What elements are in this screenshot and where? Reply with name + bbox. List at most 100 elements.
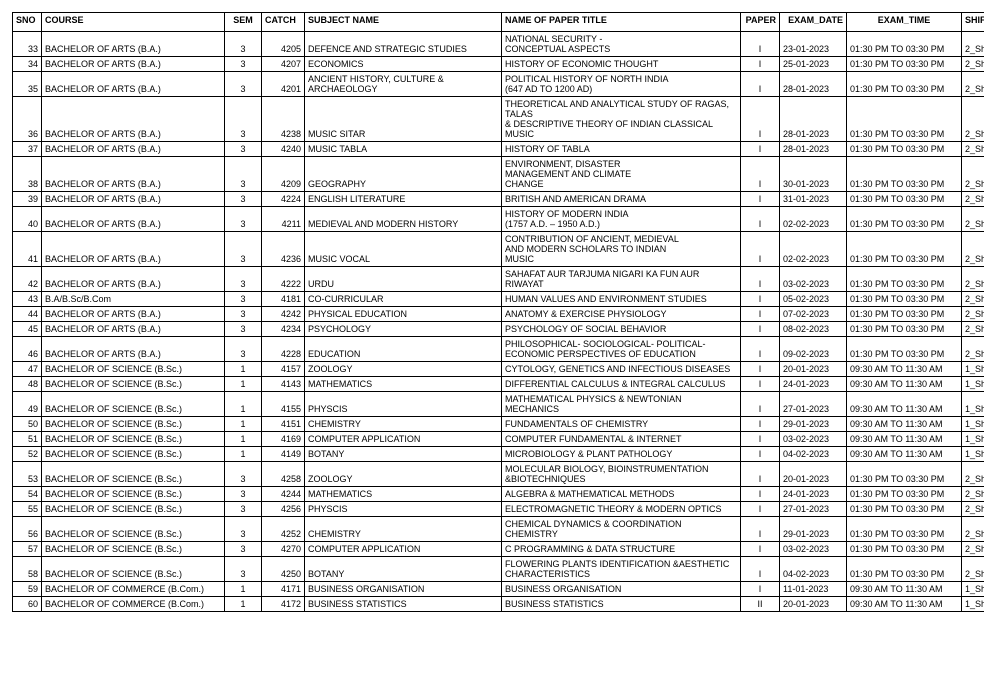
cell-exam-time: 01:30 PM TO 03:30 PM: [847, 462, 962, 487]
table-header: SNO COURSE SEM CATCH SUBJECT NAME NAME O…: [13, 13, 984, 32]
cell-shift: 1_Shift: [962, 392, 984, 417]
cell-sem: 3: [225, 307, 262, 322]
table-row: 56BACHELOR OF SCIENCE (B.Sc.)34252CHEMIS…: [13, 517, 984, 542]
cell-paper: I: [741, 307, 780, 322]
cell-paper-title: PHILOSOPHICAL- SOCIOLOGICAL- POLITICAL-E…: [502, 337, 741, 362]
cell-course: BACHELOR OF SCIENCE (B.Sc.): [42, 502, 225, 517]
cell-shift: 1_Shift: [962, 432, 984, 447]
cell-sem: 3: [225, 337, 262, 362]
cell-exam-time: 01:30 PM TO 03:30 PM: [847, 487, 962, 502]
cell-sem: 3: [225, 192, 262, 207]
cell-sem: 1: [225, 377, 262, 392]
cell-subject: MATHEMATICS: [305, 377, 502, 392]
cell-exam-date: 20-01-2023: [780, 362, 847, 377]
cell-subject: EDUCATION: [305, 337, 502, 362]
cell-paper: I: [741, 32, 780, 57]
cell-sem: 3: [225, 542, 262, 557]
cell-exam-date: 03-02-2023: [780, 432, 847, 447]
cell-subject: PSYCHOLOGY: [305, 322, 502, 337]
cell-sno: 60: [13, 597, 42, 612]
cell-shift: 2_Shift: [962, 307, 984, 322]
cell-course: BACHELOR OF SCIENCE (B.Sc.): [42, 557, 225, 582]
cell-paper: I: [741, 487, 780, 502]
cell-exam-date: 08-02-2023: [780, 322, 847, 337]
cell-shift: 2_Shift: [962, 517, 984, 542]
cell-sem: 3: [225, 157, 262, 192]
cell-exam-time: 09:30 AM TO 11:30 AM: [847, 582, 962, 597]
cell-exam-time: 01:30 PM TO 03:30 PM: [847, 517, 962, 542]
cell-shift: 2_Shift: [962, 192, 984, 207]
cell-exam-time: 09:30 AM TO 11:30 AM: [847, 447, 962, 462]
cell-catch: 4171: [262, 582, 305, 597]
cell-course: BACHELOR OF SCIENCE (B.Sc.): [42, 362, 225, 377]
cell-course: BACHELOR OF ARTS (B.A.): [42, 57, 225, 72]
table-row: 48BACHELOR OF SCIENCE (B.Sc.)14143MATHEM…: [13, 377, 984, 392]
cell-paper-title: THEORETICAL AND ANALYTICAL STUDY OF RAGA…: [502, 97, 741, 142]
table-row: 51BACHELOR OF SCIENCE (B.Sc.)14169COMPUT…: [13, 432, 984, 447]
cell-sno: 54: [13, 487, 42, 502]
cell-shift: 2_Shift: [962, 502, 984, 517]
cell-catch: 4172: [262, 597, 305, 612]
cell-paper-title: HISTORY OF MODERN INDIA(1757 A.D. – 1950…: [502, 207, 741, 232]
cell-sem: 3: [225, 322, 262, 337]
cell-course: BACHELOR OF SCIENCE (B.Sc.): [42, 417, 225, 432]
cell-exam-time: 09:30 AM TO 11:30 AM: [847, 432, 962, 447]
cell-shift: 2_Shift: [962, 337, 984, 362]
cell-subject: ANCIENT HISTORY, CULTURE & ARCHAEOLOGY: [305, 72, 502, 97]
cell-sno: 45: [13, 322, 42, 337]
cell-sno: 44: [13, 307, 42, 322]
cell-subject: BOTANY: [305, 447, 502, 462]
cell-catch: 4224: [262, 192, 305, 207]
cell-paper-title: HISTORY OF ECONOMIC THOUGHT: [502, 57, 741, 72]
cell-exam-date: 25-01-2023: [780, 57, 847, 72]
cell-exam-date: 02-02-2023: [780, 207, 847, 232]
cell-course: BACHELOR OF ARTS (B.A.): [42, 307, 225, 322]
cell-sem: 3: [225, 292, 262, 307]
cell-paper: I: [741, 417, 780, 432]
cell-subject: ECONOMICS: [305, 57, 502, 72]
cell-catch: 4181: [262, 292, 305, 307]
cell-exam-time: 01:30 PM TO 03:30 PM: [847, 232, 962, 267]
cell-paper-title: FUNDAMENTALS OF CHEMISTRY: [502, 417, 741, 432]
cell-paper: I: [741, 192, 780, 207]
cell-exam-time: 01:30 PM TO 03:30 PM: [847, 72, 962, 97]
cell-paper-title: ENVIRONMENT, DISASTERMANAGEMENT AND CLIM…: [502, 157, 741, 192]
cell-subject: BUSINESS STATISTICS: [305, 597, 502, 612]
cell-sno: 52: [13, 447, 42, 462]
cell-sem: 3: [225, 267, 262, 292]
cell-exam-time: 01:30 PM TO 03:30 PM: [847, 157, 962, 192]
cell-exam-time: 01:30 PM TO 03:30 PM: [847, 97, 962, 142]
cell-paper: I: [741, 582, 780, 597]
cell-exam-date: 20-01-2023: [780, 462, 847, 487]
cell-paper: I: [741, 142, 780, 157]
cell-sno: 41: [13, 232, 42, 267]
cell-exam-time: 01:30 PM TO 03:30 PM: [847, 207, 962, 232]
cell-exam-date: 28-01-2023: [780, 72, 847, 97]
cell-exam-date: 23-01-2023: [780, 32, 847, 57]
cell-sno: 49: [13, 392, 42, 417]
table-row: 41BACHELOR OF ARTS (B.A.)34236MUSIC VOCA…: [13, 232, 984, 267]
cell-paper: I: [741, 517, 780, 542]
table-row: 37BACHELOR OF ARTS (B.A.)34240MUSIC TABL…: [13, 142, 984, 157]
cell-paper: I: [741, 447, 780, 462]
table-row: 55BACHELOR OF SCIENCE (B.Sc.)34256PHYSCI…: [13, 502, 984, 517]
cell-sno: 38: [13, 157, 42, 192]
cell-sem: 3: [225, 32, 262, 57]
cell-course: BACHELOR OF ARTS (B.A.): [42, 157, 225, 192]
cell-exam-time: 01:30 PM TO 03:30 PM: [847, 57, 962, 72]
cell-paper: I: [741, 157, 780, 192]
cell-subject: BOTANY: [305, 557, 502, 582]
cell-shift: 2_Shift: [962, 462, 984, 487]
cell-paper: I: [741, 392, 780, 417]
cell-shift: 2_Shift: [962, 207, 984, 232]
cell-exam-date: 05-02-2023: [780, 292, 847, 307]
cell-paper-title: DIFFERENTIAL CALCULUS & INTEGRAL CALCULU…: [502, 377, 741, 392]
cell-subject: MATHEMATICS: [305, 487, 502, 502]
cell-catch: 4244: [262, 487, 305, 502]
table-row: 45BACHELOR OF ARTS (B.A.)34234PSYCHOLOGY…: [13, 322, 984, 337]
cell-catch: 4209: [262, 157, 305, 192]
cell-subject: MUSIC VOCAL: [305, 232, 502, 267]
cell-exam-time: 01:30 PM TO 03:30 PM: [847, 502, 962, 517]
table-row: 33BACHELOR OF ARTS (B.A.)34205DEFENCE AN…: [13, 32, 984, 57]
cell-subject: CHEMISTRY: [305, 417, 502, 432]
